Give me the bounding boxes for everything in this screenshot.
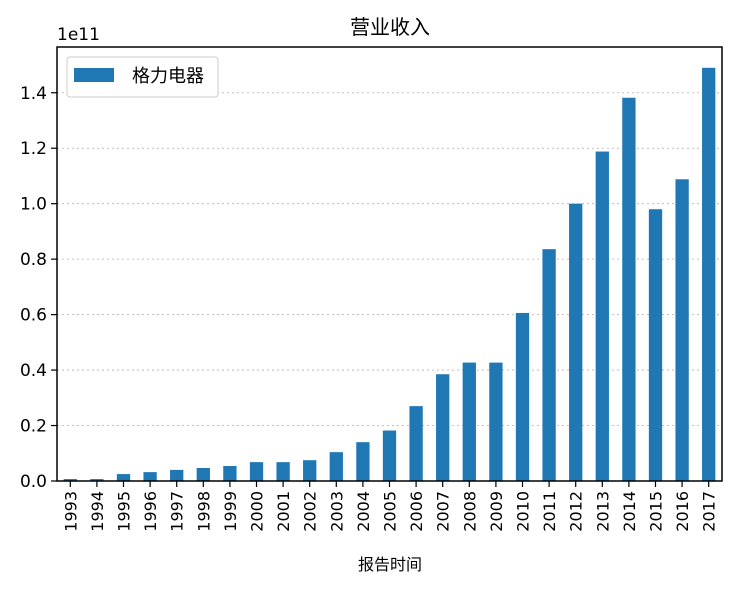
x-tick-label: 2015 bbox=[647, 491, 666, 532]
y-tick-label: 0.0 bbox=[20, 472, 47, 492]
x-axis: 1993 1994 1995 1996 1997 1998 1999 2000 2001 2002… bbox=[61, 481, 719, 532]
bar bbox=[436, 374, 450, 481]
x-axis-label: 报告时间 bbox=[358, 555, 422, 574]
x-tick-label: 2004 bbox=[354, 491, 373, 532]
bar bbox=[276, 462, 290, 481]
x-tick-label: 1996 bbox=[141, 491, 160, 532]
y-offset-label: 1e11 bbox=[57, 25, 100, 45]
bar bbox=[223, 466, 237, 481]
x-tick-label: 2012 bbox=[567, 491, 586, 532]
x-tick-label: 1998 bbox=[194, 491, 213, 532]
y-tick-label: 1.2 bbox=[20, 139, 47, 159]
x-tick-label: 2016 bbox=[673, 491, 692, 532]
plot-frame bbox=[56, 46, 723, 482]
bar bbox=[595, 151, 609, 481]
bar bbox=[542, 249, 556, 481]
bar bbox=[489, 362, 503, 481]
y-tick-label: 0.8 bbox=[20, 250, 47, 270]
x-tick-label: 2003 bbox=[327, 491, 346, 532]
bar bbox=[329, 452, 343, 481]
legend-box bbox=[66, 56, 219, 98]
bar bbox=[90, 479, 104, 481]
legend: 格力电器 bbox=[66, 56, 219, 98]
bar bbox=[382, 430, 397, 481]
bar bbox=[116, 474, 131, 481]
bar bbox=[569, 203, 583, 481]
bar bbox=[462, 362, 476, 481]
y-tick-label: 0.2 bbox=[20, 417, 47, 437]
x-tick-label: 1993 bbox=[61, 491, 80, 532]
bar bbox=[675, 179, 689, 481]
bar bbox=[622, 97, 636, 482]
bar bbox=[648, 209, 663, 481]
x-tick-label: 1995 bbox=[115, 491, 134, 532]
bars bbox=[63, 67, 716, 482]
x-tick-label: 2009 bbox=[487, 491, 506, 532]
y-axis: 0.0 0.2 0.4 0.6 0.8 1.0 1.2 1.4 bbox=[20, 84, 57, 492]
bar bbox=[143, 472, 157, 481]
y-tick-label: 1.0 bbox=[20, 195, 47, 215]
bar bbox=[249, 462, 264, 481]
x-tick-label: 2001 bbox=[274, 491, 293, 532]
x-tick-label: 2007 bbox=[434, 491, 453, 532]
bar bbox=[515, 312, 530, 481]
x-tick-label: 2002 bbox=[301, 491, 320, 532]
bar bbox=[63, 479, 77, 481]
bar bbox=[170, 469, 184, 481]
x-tick-label: 1994 bbox=[88, 491, 107, 532]
x-tick-label: 2005 bbox=[381, 491, 400, 532]
chart-title: 营业收入 bbox=[350, 15, 430, 39]
x-tick-label: 1999 bbox=[221, 491, 240, 532]
x-tick-label: 2010 bbox=[514, 491, 533, 532]
x-tick-label: 2014 bbox=[620, 491, 639, 532]
bar bbox=[303, 460, 317, 481]
bar bbox=[702, 67, 716, 482]
x-tick-label: 2011 bbox=[540, 491, 559, 532]
y-tick-label: 0.6 bbox=[20, 306, 47, 326]
x-tick-label: 2013 bbox=[593, 491, 612, 532]
x-tick-label: 2008 bbox=[460, 491, 479, 532]
x-tick-label: 2006 bbox=[407, 491, 426, 532]
bar bbox=[196, 467, 210, 481]
bar bbox=[356, 442, 370, 481]
legend-label: 格力电器 bbox=[132, 66, 204, 87]
x-tick-label: 1997 bbox=[168, 491, 187, 532]
y-tick-label: 1.4 bbox=[20, 84, 47, 104]
x-tick-label: 2000 bbox=[248, 491, 267, 532]
x-tick-label: 2017 bbox=[700, 491, 719, 532]
legend-swatch bbox=[74, 68, 114, 82]
bar bbox=[409, 406, 423, 481]
y-tick-label: 0.4 bbox=[20, 361, 47, 381]
